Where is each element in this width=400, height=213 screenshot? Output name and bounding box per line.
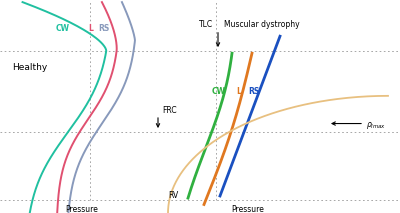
Text: Muscular dystrophy: Muscular dystrophy (224, 20, 300, 29)
Text: FRC: FRC (162, 106, 177, 115)
Text: L: L (88, 24, 93, 33)
Text: Pressure: Pressure (66, 205, 98, 213)
Text: RV: RV (168, 191, 178, 200)
Text: CW: CW (56, 24, 70, 33)
Text: $\rho_{lmax}$: $\rho_{lmax}$ (366, 120, 386, 131)
Text: L: L (236, 87, 241, 96)
Text: Pressure: Pressure (232, 205, 264, 213)
Text: RS: RS (248, 87, 259, 96)
Text: CW: CW (212, 87, 226, 96)
Text: Healthy: Healthy (12, 63, 47, 72)
Text: TLC: TLC (199, 20, 213, 29)
Text: RS: RS (98, 24, 109, 33)
